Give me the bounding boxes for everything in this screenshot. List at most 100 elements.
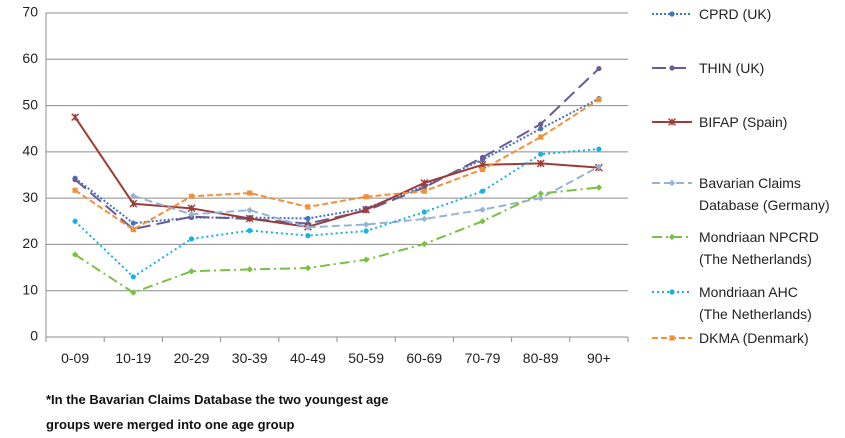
data-point: [130, 274, 136, 280]
data-point: [188, 236, 195, 242]
data-point: [421, 209, 427, 215]
legend: CPRD (UK) THIN (UK) BIFAP (Spain) Bavarian …: [652, 6, 830, 346]
data-point: [362, 205, 370, 214]
data-point: [305, 215, 311, 222]
data-point: [479, 206, 486, 213]
data-point: [669, 335, 675, 341]
x-tick-label: 30-39: [232, 350, 268, 366]
x-tick-label: 0-09: [61, 350, 89, 366]
data-point: [536, 159, 545, 168]
data-point: [669, 289, 675, 295]
x-tick-label: 40-49: [290, 350, 326, 366]
x-tick-label: 60-69: [406, 350, 442, 366]
series-5: [72, 146, 602, 280]
legend-label: THIN (UK): [699, 60, 764, 76]
footnote-2: groups were merged into one age group: [46, 417, 294, 432]
series-line: [74, 186, 600, 294]
series-line: [74, 116, 599, 228]
y-tick-label: 30: [22, 189, 38, 205]
data-point: [596, 65, 602, 72]
data-point: [130, 220, 136, 226]
series-line: [74, 97, 600, 225]
legend-label: (The Netherlands): [699, 306, 812, 322]
data-point: [668, 233, 676, 241]
data-point: [538, 134, 544, 140]
data-point: [130, 227, 136, 233]
data-point: [537, 190, 544, 197]
y-tick-label: 70: [22, 4, 38, 20]
data-point: [538, 151, 544, 157]
data-point: [668, 118, 676, 126]
legend-label: BIFAP (Spain): [699, 114, 787, 130]
x-tick-label: 80-89: [523, 350, 559, 366]
x-tick-label: 10-19: [115, 350, 151, 366]
legend-label: Bavarian Claims: [699, 175, 801, 191]
data-point: [668, 179, 676, 187]
data-point: [479, 154, 486, 161]
data-point: [538, 126, 544, 132]
y-tick-label: 40: [22, 143, 38, 159]
series-6: [72, 96, 602, 233]
legend-label: Database (Germany): [699, 197, 830, 213]
legend-item-5: Mondriaan AHC (The Netherlands): [652, 284, 812, 322]
data-point: [188, 268, 195, 275]
series-line: [74, 148, 599, 278]
x-axis-ticks: 0-09 10-19 20-29 30-39 40-49 50-59 60-69 70-79 8…: [45, 337, 629, 366]
data-point: [669, 65, 675, 71]
legend-label: Mondriaan NPCRD: [699, 229, 819, 245]
x-tick-label: 70-79: [465, 350, 501, 366]
series-3: [130, 163, 603, 231]
data-point: [537, 194, 544, 202]
data-point: [72, 218, 78, 224]
data-point: [187, 204, 196, 213]
footnote-line-2: groups were merged into one age group: [46, 417, 295, 432]
series-1: [72, 65, 602, 232]
footnote: *In the Bavarian Claims Database the two…: [46, 392, 388, 407]
data-point: [245, 214, 254, 223]
data-point: [130, 192, 137, 200]
x-tick-label: 20-29: [174, 350, 210, 366]
data-point: [130, 289, 137, 296]
legend-item-0: CPRD (UK): [652, 6, 771, 22]
data-point: [363, 194, 369, 200]
data-point: [479, 188, 486, 194]
data-point: [188, 193, 195, 199]
series-0: [72, 96, 602, 226]
data-point: [596, 96, 602, 103]
series-line: [74, 67, 600, 231]
data-point: [363, 228, 369, 234]
data-point: [247, 227, 253, 234]
gridlines: [46, 12, 628, 292]
data-point: [479, 218, 486, 225]
x-tick-label: 90+: [587, 350, 611, 366]
legend-item-6: DKMA (Denmark): [652, 330, 809, 346]
data-point: [247, 190, 253, 196]
legend-item-2: BIFAP (Spain): [652, 114, 787, 130]
x-tick-label: 50-59: [348, 350, 384, 366]
data-point: [538, 121, 544, 127]
data-point: [595, 163, 603, 170]
y-tick-label: 20: [22, 235, 38, 251]
y-tick-label: 60: [22, 50, 38, 66]
data-point: [362, 221, 370, 228]
series-2: [71, 113, 603, 231]
legend-label: Mondriaan AHC: [699, 284, 798, 300]
data-point: [362, 256, 370, 263]
data-point: [71, 251, 79, 258]
legend-label: (The Netherlands): [699, 251, 812, 267]
y-tick-label: 50: [22, 96, 38, 112]
legend-item-4: Mondriaan NPCRD (The Netherlands): [652, 229, 819, 267]
data-point: [246, 266, 253, 273]
series-4: [71, 184, 603, 296]
y-tick-label: 10: [22, 281, 38, 297]
legend-item-3: Bavarian Claims Database (Germany): [652, 175, 830, 213]
data-point: [595, 184, 603, 191]
data-point: [421, 240, 428, 248]
data-point: [596, 146, 602, 152]
data-point: [188, 211, 195, 218]
data-point: [71, 113, 79, 122]
data-point: [420, 178, 429, 187]
data-point: [304, 264, 312, 272]
legend-label: CPRD (UK): [699, 6, 771, 22]
